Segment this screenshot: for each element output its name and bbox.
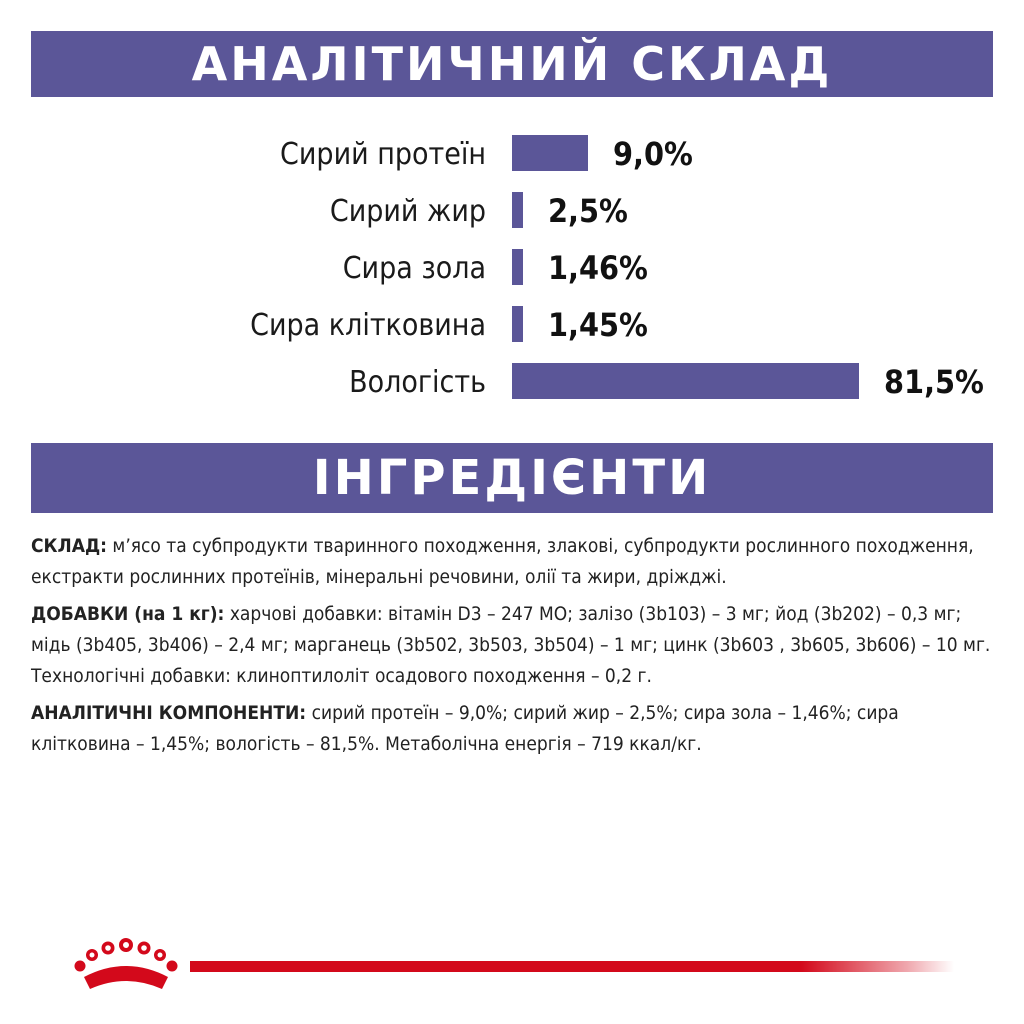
bar-value-label: 1,45% xyxy=(548,306,648,344)
ingredients-header: ІНГРЕДІЄНТИ xyxy=(31,443,993,513)
additives-label: ДОБАВКИ (на 1 кг): xyxy=(31,603,225,625)
bar-label: Сира клітковина xyxy=(250,308,486,343)
bar-label: Вологість xyxy=(349,365,486,400)
bar xyxy=(512,306,523,342)
analysis-header: АНАЛІТИЧНИЙ СКЛАД xyxy=(31,31,993,97)
bar xyxy=(512,192,523,228)
composition-text: м’ясо та субпродукти тваринного походжен… xyxy=(31,535,974,588)
additives-paragraph: ДОБАВКИ (на 1 кг): харчові добавки: віта… xyxy=(31,599,993,692)
bar-value-label: 81,5% xyxy=(884,363,984,401)
bar-label: Сирий протеїн xyxy=(280,137,486,172)
composition-paragraph: СКЛАД: м’ясо та субпродукти тваринного п… xyxy=(31,531,993,593)
bar-value-label: 9,0% xyxy=(613,135,693,173)
bar xyxy=(512,363,859,399)
footer-accent-line xyxy=(190,961,954,972)
bar xyxy=(512,135,588,171)
analysis-bar-chart: Сирий протеїн 9,0% Сирий жир 2,5% Сира зола 1… xyxy=(250,135,984,401)
additives-text: харчові добавки: вітамін D3 – 247 МО; за… xyxy=(31,603,991,687)
bar-value-label: 2,5% xyxy=(548,192,628,230)
bar-label: Сирий жир xyxy=(330,194,486,229)
bar xyxy=(512,249,523,285)
bar-label: Сира зола xyxy=(343,251,486,286)
components-text: сирий протеїн – 9,0%; сирий жир – 2,5%; … xyxy=(31,702,899,755)
ingredients-text: СКЛАД: м’ясо та субпродукти тваринного п… xyxy=(31,531,993,766)
crown-logo-icon xyxy=(74,938,178,989)
components-label: АНАЛІТИЧНІ КОМПОНЕНТИ: xyxy=(31,702,307,724)
bar-value-label: 1,46% xyxy=(548,249,648,287)
composition-label: СКЛАД: xyxy=(31,535,107,557)
components-paragraph: АНАЛІТИЧНІ КОМПОНЕНТИ: сирий протеїн – 9… xyxy=(31,698,993,760)
